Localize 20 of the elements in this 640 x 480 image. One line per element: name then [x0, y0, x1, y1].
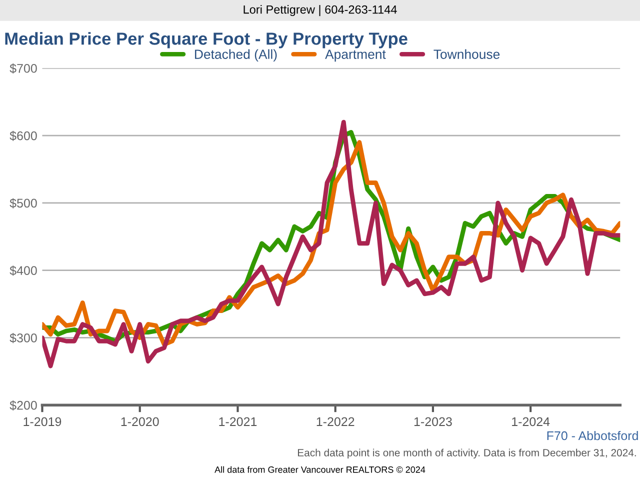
y-tick-label: $400: [10, 266, 37, 276]
x-tick-label: 1-2022: [316, 417, 354, 426]
x-tick-label: 1-2021: [219, 417, 257, 426]
text: All data from Greater Vancouver REALTORS © 2024: [214, 466, 426, 473]
text: F70 - Abbotsford: [547, 430, 638, 440]
text: Each data point is one month of activity. Data is from December 31, 2024.: [298, 448, 636, 458]
x-tick-label: 1-2023: [414, 417, 452, 426]
y-tick-label: $300: [10, 333, 37, 344]
x-tick-label: 1-2024: [512, 417, 550, 426]
x-tick-label: 1-2019: [24, 417, 62, 426]
legend-label: Detached (All): [195, 49, 277, 62]
y-tick-label: $700: [10, 63, 37, 74]
chart-title: Median Price Per Square Foot - By Property Type: [5, 32, 408, 48]
legend-label: Apartment: [325, 50, 386, 62]
text: Lori Pettigrew | 604-263-1144: [244, 5, 397, 16]
x-tick-label: 1-2020: [121, 417, 159, 426]
y-tick-label: $500: [10, 198, 37, 208]
y-tick-label: $600: [10, 130, 37, 141]
legend-label: Townhouse: [434, 49, 500, 59]
y-tick-label: $200: [10, 400, 37, 411]
